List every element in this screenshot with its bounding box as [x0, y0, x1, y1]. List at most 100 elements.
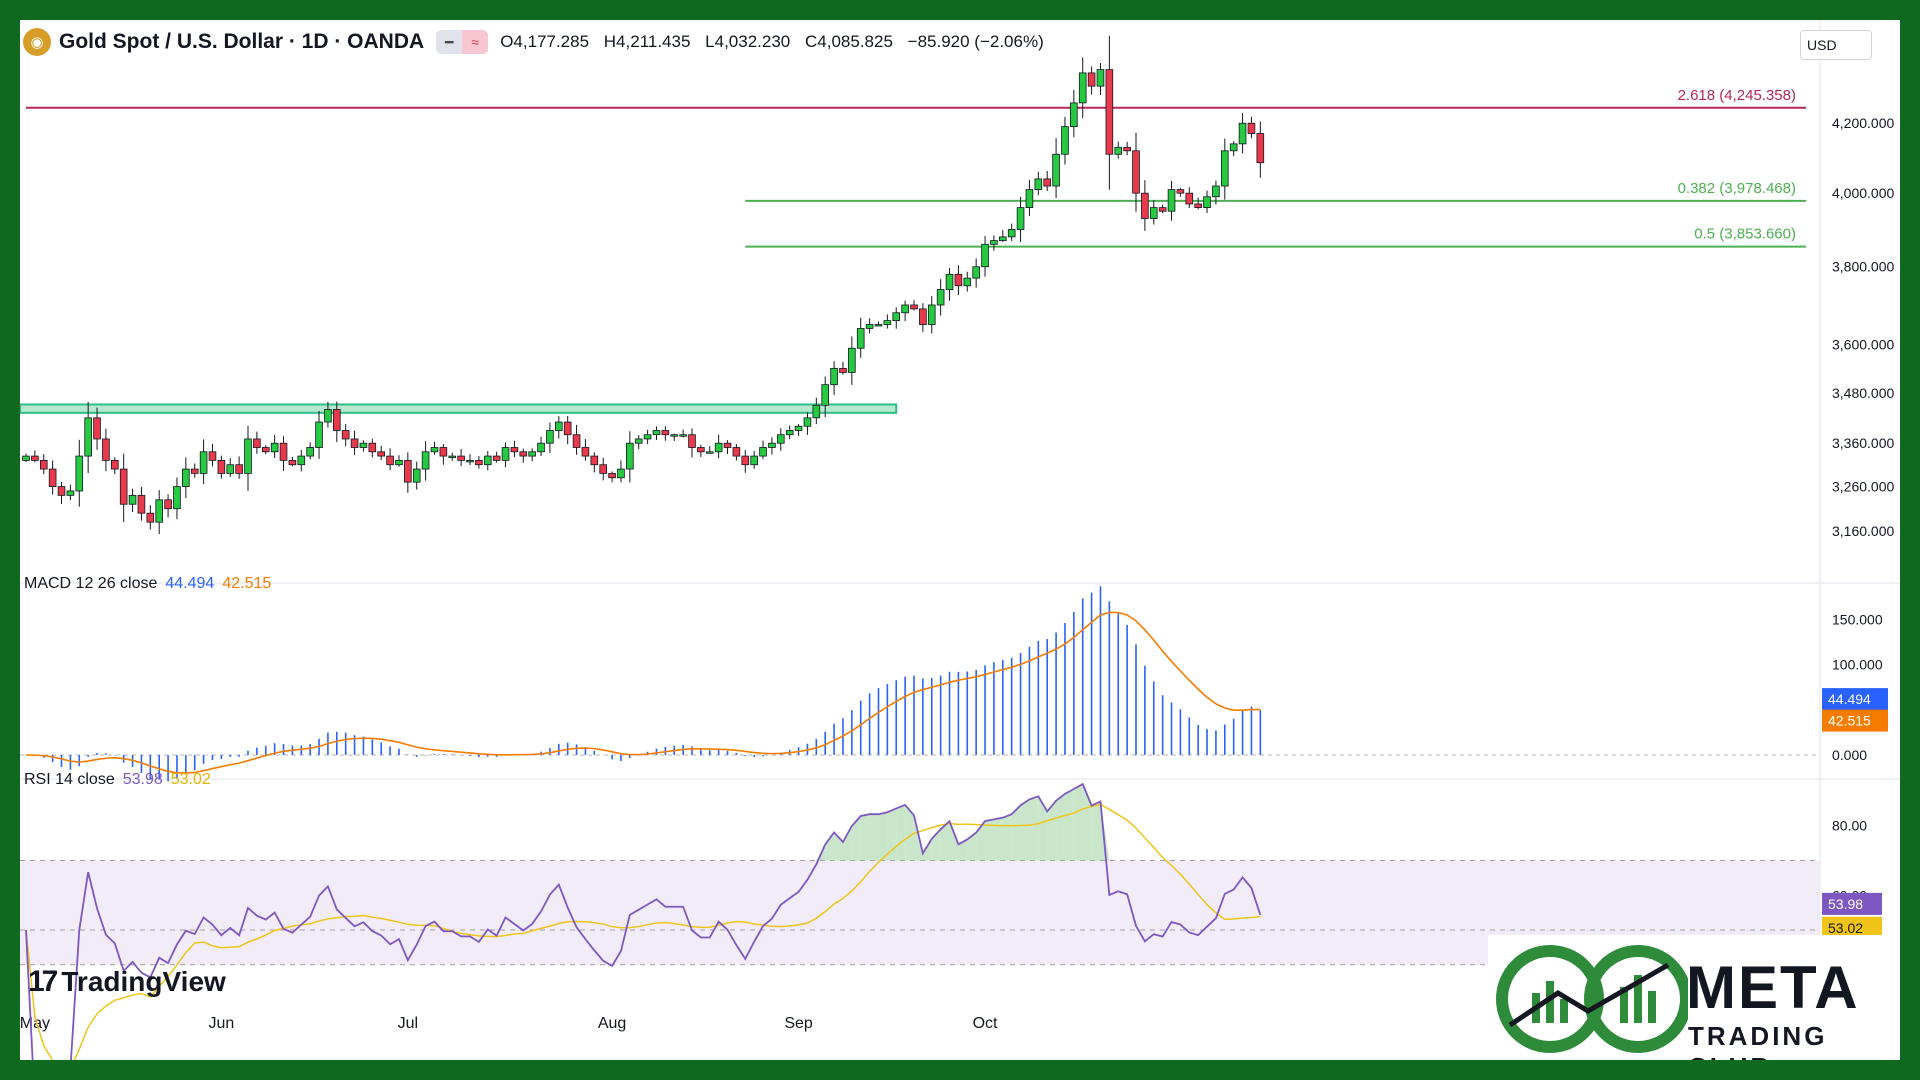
candle-body [963, 277, 972, 287]
time-axis-label: Sep [784, 1015, 813, 1032]
fib-level-label: 2.618 (4,245.358) [1678, 87, 1796, 104]
rsi-overbought-fill [1011, 805, 1021, 861]
candle-body [723, 442, 732, 448]
rsi-overbought-fill [869, 814, 879, 861]
rsi-overbought-fill [896, 804, 906, 861]
candle-body [217, 459, 226, 474]
candle-body [111, 459, 119, 470]
price-tick-label: 4,000.000 [1832, 185, 1894, 201]
change-value: −85.920 (−2.06%) [907, 32, 1044, 51]
candle-body [412, 468, 421, 483]
candle-body [84, 417, 92, 457]
rsi-value-tag-label: 53.98 [1828, 896, 1863, 912]
candle-body [306, 447, 314, 457]
macd-tick-label: 100.000 [1832, 657, 1883, 673]
candle-body [386, 455, 394, 466]
chart-frame: 3,160.000 3,260.000 3,360.000 3,480.000 3,60… [20, 20, 1900, 1060]
candle-body [190, 468, 199, 474]
rsi-title: RSI 14 close [24, 771, 115, 788]
tradingview-logo-icon: 17 [28, 965, 58, 998]
candle-body [270, 442, 279, 453]
candle-body [581, 447, 590, 457]
time-axis-label: Jun [208, 1015, 234, 1032]
candle-body [1212, 185, 1220, 198]
rsi-overbought-fill [842, 825, 852, 861]
rsi-tick-label: 80.00 [1832, 818, 1867, 834]
rsi-overbought-fill [1082, 784, 1092, 861]
candle-body [1061, 126, 1069, 155]
candle-body [31, 455, 39, 461]
candle-body [1070, 102, 1078, 128]
candle-body [1194, 203, 1202, 208]
candle-body [1087, 72, 1096, 87]
price-tick-label: 3,800.000 [1832, 259, 1894, 275]
low-value: L4,032.230 [705, 32, 791, 51]
candle-body [253, 438, 261, 448]
candle-body [1043, 178, 1051, 187]
candle-body [865, 324, 874, 329]
rsi-overbought-fill [860, 814, 870, 861]
candle-body [182, 468, 190, 487]
candle-body [448, 455, 457, 458]
candle-body [1149, 207, 1158, 219]
candle-body [661, 430, 670, 436]
legend-toggle-group[interactable]: ━ ≈ [436, 30, 489, 54]
candle-body [483, 455, 492, 466]
macd-signal-line [25, 611, 1261, 774]
candle-body [119, 468, 128, 505]
candle-body [999, 236, 1007, 241]
candle-body [1247, 122, 1256, 134]
rsi-overbought-fill [993, 817, 1003, 861]
chart-canvas[interactable]: 3,160.000 3,260.000 3,360.000 3,480.000 3,60… [20, 20, 1900, 1060]
candle-body [981, 243, 989, 268]
candle-body [466, 459, 474, 463]
candle-body [732, 447, 741, 457]
candle-body [546, 430, 554, 444]
rsi-overbought-fill [1073, 784, 1083, 861]
price-tick-label: 3,260.000 [1832, 479, 1894, 495]
candle-body [208, 451, 217, 461]
candle-body [235, 464, 243, 474]
macd-title: MACD 12 26 close [24, 575, 158, 592]
candle-body [1141, 192, 1149, 219]
candle-body [1167, 189, 1176, 212]
candle-body [226, 464, 235, 474]
currency-selector[interactable]: USD [1800, 30, 1872, 60]
candle-body [1052, 153, 1060, 187]
candle-body [910, 304, 918, 310]
candle-body [821, 384, 829, 406]
rsi-overbought-fill [1091, 801, 1101, 861]
minus-icon[interactable]: ━ [436, 30, 463, 54]
time-axis-label: Oct [973, 1015, 998, 1032]
candle-body [741, 455, 750, 466]
candle-body [244, 438, 252, 474]
candle-body [954, 273, 963, 287]
macd-legend[interactable]: MACD 12 26 close 44.494 42.515 [24, 575, 271, 593]
rsi-ma-value: 53.02 [170, 771, 211, 788]
macd-value-tag-label: 42.515 [1828, 713, 1871, 729]
candle-body [430, 447, 439, 453]
rsi-overbought-fill [1020, 799, 1030, 861]
candle-body [537, 442, 545, 453]
candle-body [146, 512, 155, 523]
candle-body [688, 434, 696, 448]
price-tick-label: 3,480.000 [1832, 385, 1894, 401]
candle-body [1132, 150, 1140, 194]
symbol-title[interactable]: Gold Spot / U.S. Dollar · 1D · OANDA [59, 30, 425, 53]
candle-body [1078, 72, 1087, 104]
rsi-overbought-fill [940, 821, 950, 861]
candle-body [777, 434, 785, 444]
time-axis-label: May [20, 1015, 50, 1032]
brand-subtitle: TRADING CLUB [1688, 1021, 1828, 1060]
time-axis-label: Aug [598, 1015, 626, 1032]
candle-body [1203, 196, 1211, 208]
candle-body [572, 434, 581, 448]
wave-icon[interactable]: ≈ [462, 30, 489, 54]
candle-body [945, 273, 954, 290]
rsi-overbought-fill [825, 832, 835, 861]
macd-tick-label: 150.000 [1832, 612, 1883, 628]
candle-body [457, 455, 465, 461]
macd-value-tag [1822, 688, 1888, 711]
candle-body [261, 447, 270, 453]
rsi-legend[interactable]: RSI 14 close 53.98 53.02 [24, 771, 211, 789]
